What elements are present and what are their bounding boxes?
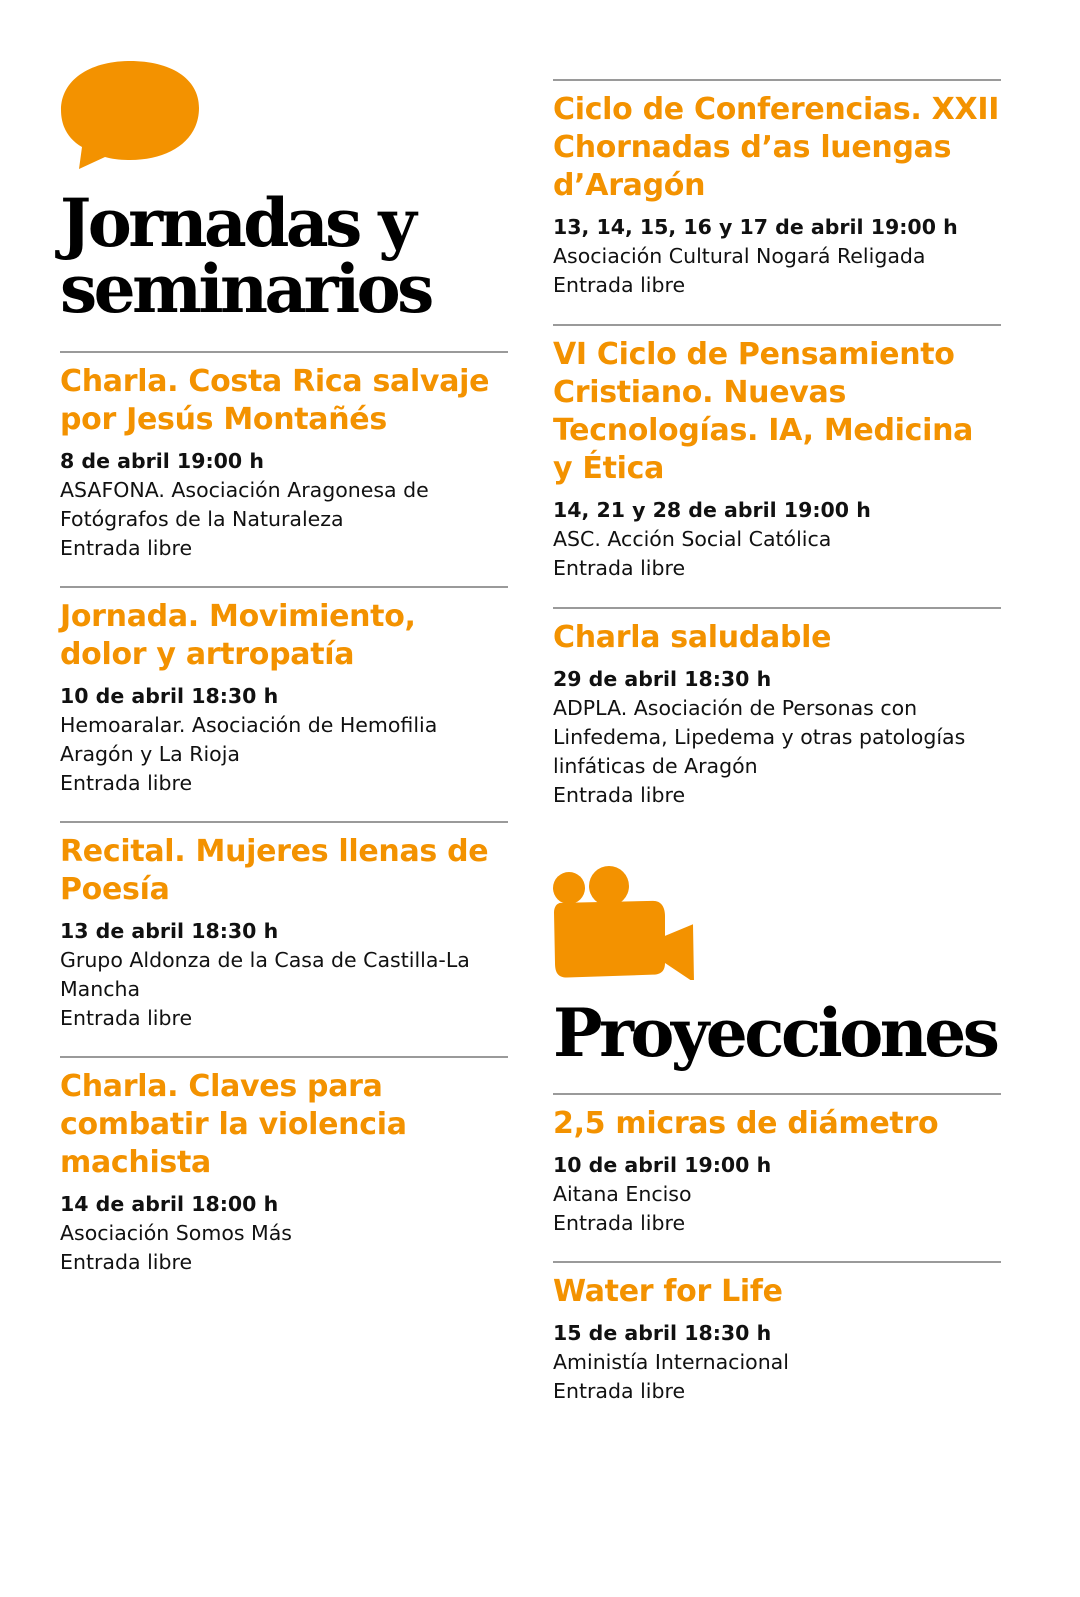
event-detail: Aministía Internacional [553, 1350, 789, 1374]
section-heading-proyecciones: Proyecciones [553, 994, 1000, 1072]
event-detail: Grupo Aldonza de la Casa de Castilla-La … [60, 948, 470, 1001]
event-entry: Jornada. Movimiento, dolor y artropatía 1… [60, 586, 508, 798]
event-detail: Entrada libre [60, 1006, 193, 1030]
event-entry: Charla. Costa Rica salvaje por Jesús Mon… [60, 351, 508, 563]
event-date: 13 de abril 18:30 h [60, 919, 279, 943]
event-title: VI Ciclo de Pensamiento Cristiano. Nueva… [553, 337, 974, 486]
event-detail: Aitana Enciso [553, 1182, 692, 1206]
event-date: 10 de abril 18:30 h [60, 684, 279, 708]
section-heading-jornadas: Jornadas y seminarios [60, 184, 434, 328]
event-detail: Hemoaralar. Asociación de Hemofilia Arag… [60, 713, 438, 766]
event-title: Recital. Mujeres llenas de Poesía [60, 834, 489, 907]
event-detail: Entrada libre [60, 1250, 193, 1274]
event-detail: ASC. Acción Social Católica [553, 527, 832, 551]
speech-bubble-icon [61, 61, 199, 169]
event-detail: Entrada libre [553, 1211, 686, 1235]
event-title: Charla. Costa Rica salvaje por Jesús Mon… [60, 364, 490, 437]
event-title: Charla saludable [553, 620, 832, 655]
event-detail: Entrada libre [553, 273, 686, 297]
event-detail: ASAFONA. Asociación Aragonesa de Fotógra… [60, 478, 429, 531]
event-date: 10 de abril 19:00 h [553, 1153, 772, 1177]
event-date: 14, 21 y 28 de abril 19:00 h [553, 498, 871, 522]
event-detail: Asociación Somos Más [60, 1221, 292, 1245]
event-entry: Charla. Claves para combatir la violenci… [60, 1056, 508, 1277]
event-detail: Entrada libre [60, 771, 193, 795]
event-entry: VI Ciclo de Pensamiento Cristiano. Nueva… [553, 324, 1001, 583]
event-date: 15 de abril 18:30 h [553, 1321, 772, 1345]
event-detail: Entrada libre [553, 783, 686, 807]
event-title: Ciclo de Conferencias. XXII Chornadas d’… [553, 92, 1000, 203]
event-date: 29 de abril 18:30 h [553, 667, 772, 691]
event-detail: Entrada libre [553, 556, 686, 580]
event-detail: Entrada libre [553, 1379, 686, 1403]
event-entry: Ciclo de Conferencias. XXII Chornadas d’… [553, 79, 1001, 300]
event-title: 2,5 micras de diámetro [553, 1106, 939, 1141]
event-detail: Entrada libre [60, 536, 193, 560]
event-entry: Recital. Mujeres llenas de Poesía 13 de a… [60, 821, 508, 1033]
event-title: Jornada. Movimiento, dolor y artropatía [60, 599, 416, 672]
event-date: 13, 14, 15, 16 y 17 de abril 19:00 h [553, 215, 958, 239]
event-entry: Charla saludable 29 de abril 18:30 h ADPLA… [553, 607, 1001, 810]
film-camera-icon [553, 866, 694, 980]
event-date: 8 de abril 19:00 h [60, 449, 264, 473]
event-title: Charla. Claves para combatir la violenci… [60, 1069, 407, 1180]
event-date: 14 de abril 18:00 h [60, 1192, 279, 1216]
event-detail: Asociación Cultural Nogará Religada [553, 244, 926, 268]
event-entry: Water for Life 15 de abril 18:30 h Aminist… [553, 1261, 1001, 1406]
event-title: Water for Life [553, 1274, 783, 1309]
event-detail: ADPLA. Asociación de Personas con Linfed… [553, 696, 966, 778]
event-entry: 2,5 micras de diámetro 10 de abril 19:00 … [553, 1093, 1001, 1238]
